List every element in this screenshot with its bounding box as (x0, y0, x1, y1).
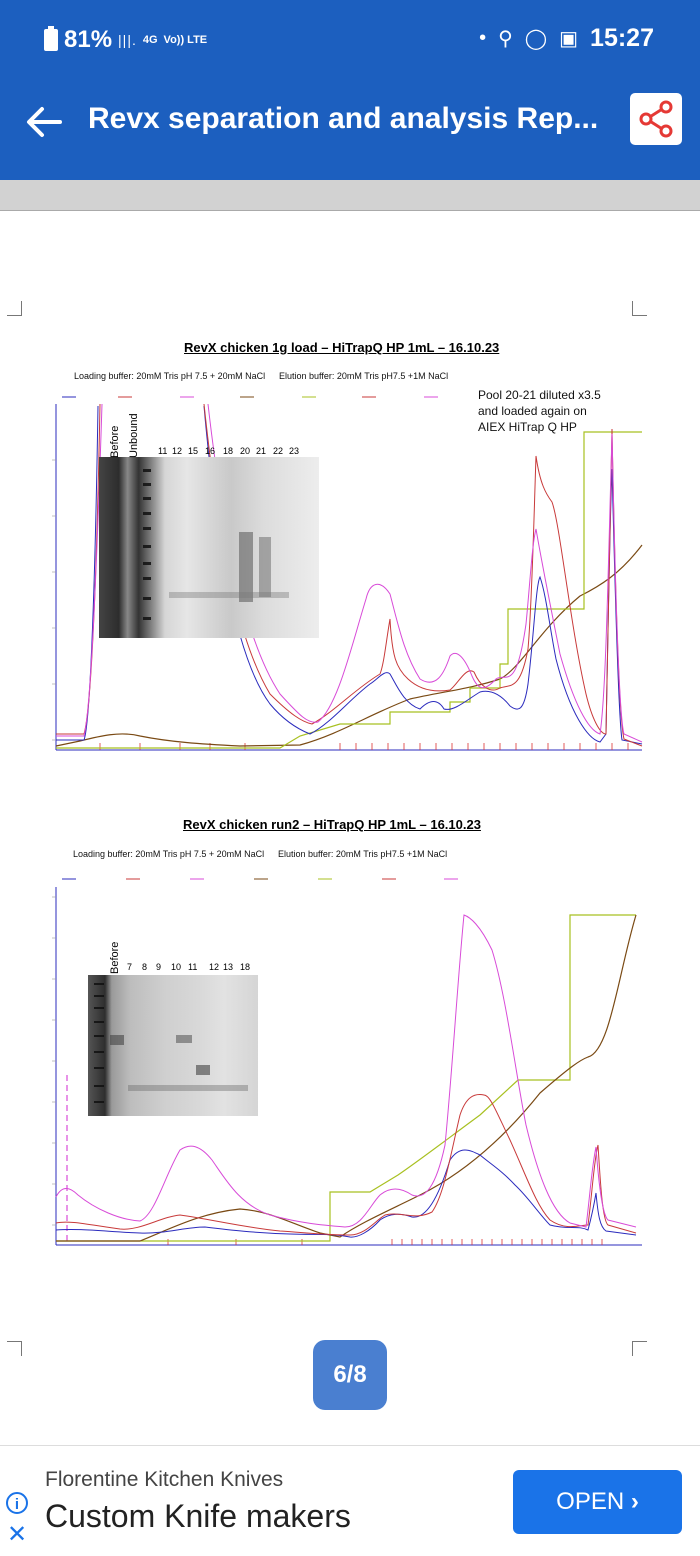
lane-label: 15 (188, 446, 198, 456)
signal-icon: |||. (118, 32, 137, 48)
lane-label: 11 (158, 446, 167, 456)
lane-label: 23 (289, 446, 299, 456)
lane-label: 9 (156, 962, 161, 972)
lane-label: 11 (188, 962, 197, 972)
page-title: Revx separation and analysis Rep... (88, 102, 598, 136)
lane-label: 10 (171, 962, 181, 972)
crop-mark (632, 1341, 647, 1356)
lane-label: 18 (240, 962, 250, 972)
lane-label: 13 (223, 962, 233, 972)
lane-label: 21 (256, 446, 266, 456)
lane-label: 20 (240, 446, 250, 456)
lane-label: Before (109, 426, 121, 458)
lane-label: 16 (205, 446, 215, 456)
crop-mark (632, 301, 647, 316)
lane-label: 12 (172, 446, 182, 456)
battery-level: 81% (64, 26, 112, 54)
ad-banner[interactable]: i ✕ Florentine Kitchen Knives Custom Kni… (0, 1445, 700, 1556)
figure1-elution-buffer: Elution buffer: 20mM Tris pH7.5 +1M NaCl (279, 371, 448, 381)
lane-label: 8 (142, 962, 147, 972)
ad-body: Custom Knife makers (45, 1498, 351, 1535)
status-bar: 81% |||. 4G Vo)) LTE • ⚲ ◯ ▣ 15:27 (0, 0, 700, 80)
lane-label: 22 (273, 446, 283, 456)
whatsapp-icon: ◯ (525, 26, 547, 51)
share-button[interactable] (630, 93, 682, 145)
chevron-right-icon: › (631, 1488, 639, 1515)
lane-label: Before (109, 942, 121, 974)
figure1-title: RevX chicken 1g load – HiTrapQ HP 1mL – … (184, 340, 499, 355)
volte-indicator: Vo)) LTE (164, 35, 208, 46)
network-type: 4G (143, 35, 158, 46)
ad-headline: Florentine Kitchen Knives (45, 1468, 283, 1492)
figure2-title: RevX chicken run2 – HiTrapQ HP 1mL – 16.… (183, 817, 481, 832)
figure1-loading-buffer: Loading buffer: 20mM Tris pH 7.5 + 20mM … (74, 371, 265, 381)
ad-open-label: OPEN (556, 1488, 624, 1515)
gel-image-1 (99, 457, 319, 638)
crop-mark (7, 301, 22, 316)
gel-bands (99, 457, 319, 638)
image-icon: ▣ (559, 26, 578, 51)
arrow-left-icon[interactable] (22, 100, 66, 144)
gel-bands (88, 975, 258, 1116)
lane-label: 18 (223, 446, 233, 456)
lane-label: Unbound (128, 413, 140, 458)
toolbar-divider (0, 180, 700, 211)
figure2-loading-buffer: Loading buffer: 20mM Tris pH 7.5 + 20mM … (73, 849, 264, 859)
document-page[interactable]: RevX chicken 1g load – HiTrapQ HP 1mL – … (0, 211, 700, 1443)
battery-icon (44, 29, 58, 51)
page-indicator[interactable]: 6/8 (313, 1340, 387, 1410)
info-icon[interactable]: i (6, 1492, 28, 1514)
figure2-elution-buffer: Elution buffer: 20mM Tris pH7.5 +1M NaCl (278, 849, 447, 859)
antenna-icon: ⚲ (498, 26, 513, 51)
crop-mark (7, 1341, 22, 1356)
close-icon[interactable]: ✕ (7, 1520, 27, 1549)
clock: 15:27 (590, 24, 654, 53)
share-icon (630, 93, 682, 145)
dot-icon: • (479, 27, 486, 50)
ad-open-button[interactable]: OPEN › (513, 1470, 682, 1534)
gel-image-2 (88, 975, 258, 1116)
lane-label: 12 (209, 962, 219, 972)
app-bar: Revx separation and analysis Rep... (0, 80, 700, 180)
lane-label: 7 (127, 962, 132, 972)
